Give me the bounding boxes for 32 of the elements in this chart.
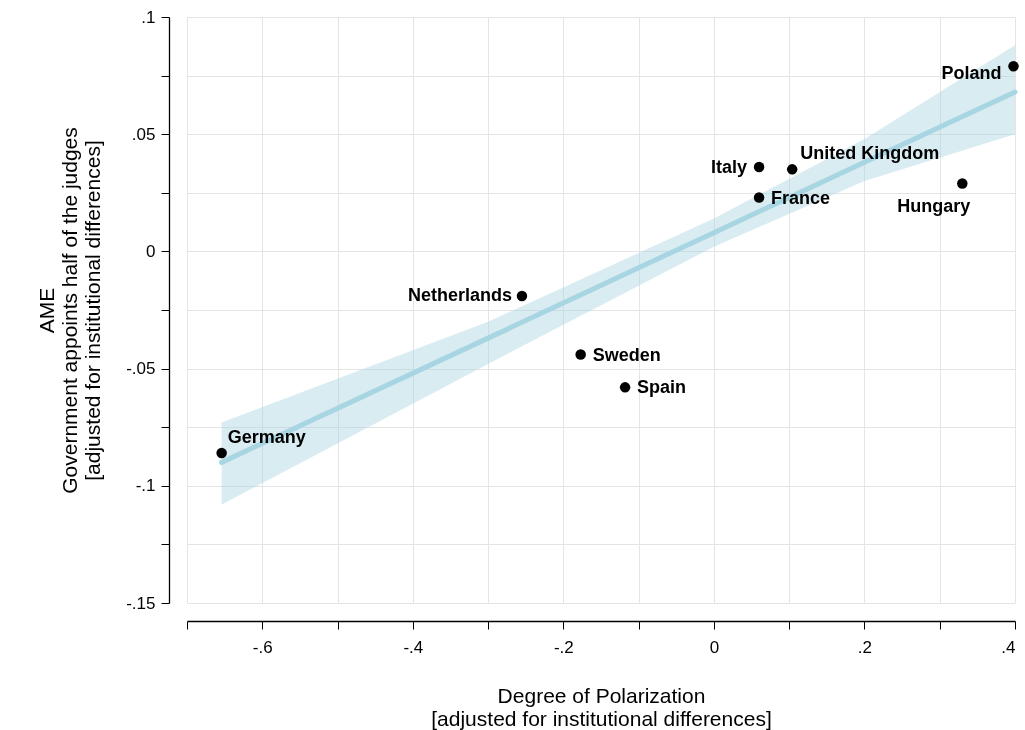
annotation: Poland bbox=[941, 63, 1002, 84]
y-tick-label: 0 bbox=[146, 241, 156, 261]
point bbox=[619, 382, 631, 393]
x-tick-label: 0 bbox=[709, 637, 720, 657]
point bbox=[753, 192, 765, 203]
y-tick-label: -.1 bbox=[135, 476, 156, 496]
y-tick-label: .05 bbox=[131, 124, 156, 144]
point bbox=[516, 290, 528, 302]
point bbox=[1008, 60, 1019, 72]
x-axis-title: Degree of Polarization [adjusted for institutional differences] bbox=[431, 683, 772, 730]
annotation: Sweden bbox=[592, 344, 661, 365]
y-axis-title: AME Government appoints half of the judges [adjusted for institutional differences] bbox=[35, 127, 105, 494]
x-tick-label: -.4 bbox=[403, 637, 424, 657]
x-tick-label: .2 bbox=[857, 637, 873, 657]
x-tick-label: -.2 bbox=[553, 637, 574, 657]
annotation: France bbox=[771, 188, 831, 209]
y-tick-label: .1 bbox=[141, 7, 156, 27]
point bbox=[753, 161, 765, 173]
point bbox=[216, 447, 227, 459]
annotation: Italy bbox=[711, 157, 748, 178]
x-tick-label: -.6 bbox=[252, 637, 273, 657]
y-tick-label: -.15 bbox=[126, 593, 156, 613]
annotation: Netherlands bbox=[407, 284, 512, 305]
y-tick-label: -.05 bbox=[126, 359, 156, 379]
annotation: Hungary bbox=[897, 196, 971, 217]
point bbox=[575, 349, 586, 360]
annotation: Spain bbox=[637, 377, 687, 398]
point bbox=[957, 178, 968, 189]
point bbox=[786, 164, 798, 175]
annotation: United Kingdom bbox=[800, 143, 940, 164]
x-tick-label: .4 bbox=[1001, 637, 1016, 657]
annotation: Germany bbox=[227, 426, 306, 447]
